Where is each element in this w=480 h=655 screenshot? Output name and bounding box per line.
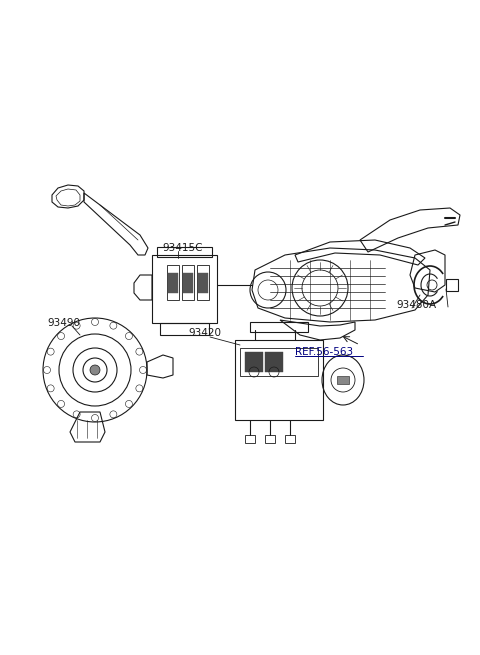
Bar (157, 247, 212, 257)
Bar (197, 265, 209, 300)
Bar (235, 340, 323, 420)
Bar (250, 322, 308, 332)
Text: 93420: 93420 (188, 328, 221, 338)
Bar (240, 348, 318, 376)
Circle shape (90, 365, 100, 375)
Bar (265, 435, 275, 443)
Text: 93415C: 93415C (162, 243, 203, 253)
Bar (285, 435, 295, 443)
Text: REF.56-563: REF.56-563 (295, 347, 353, 357)
Bar (160, 323, 209, 335)
Bar (245, 352, 263, 372)
Bar (182, 265, 194, 300)
Bar (265, 352, 283, 372)
Bar (183, 273, 193, 293)
Bar (245, 435, 255, 443)
Bar (152, 255, 217, 323)
Text: 93490: 93490 (47, 318, 80, 328)
Bar (167, 265, 179, 300)
Bar (198, 273, 208, 293)
Bar (337, 376, 349, 384)
Bar (168, 273, 178, 293)
Text: 93480A: 93480A (396, 300, 436, 310)
